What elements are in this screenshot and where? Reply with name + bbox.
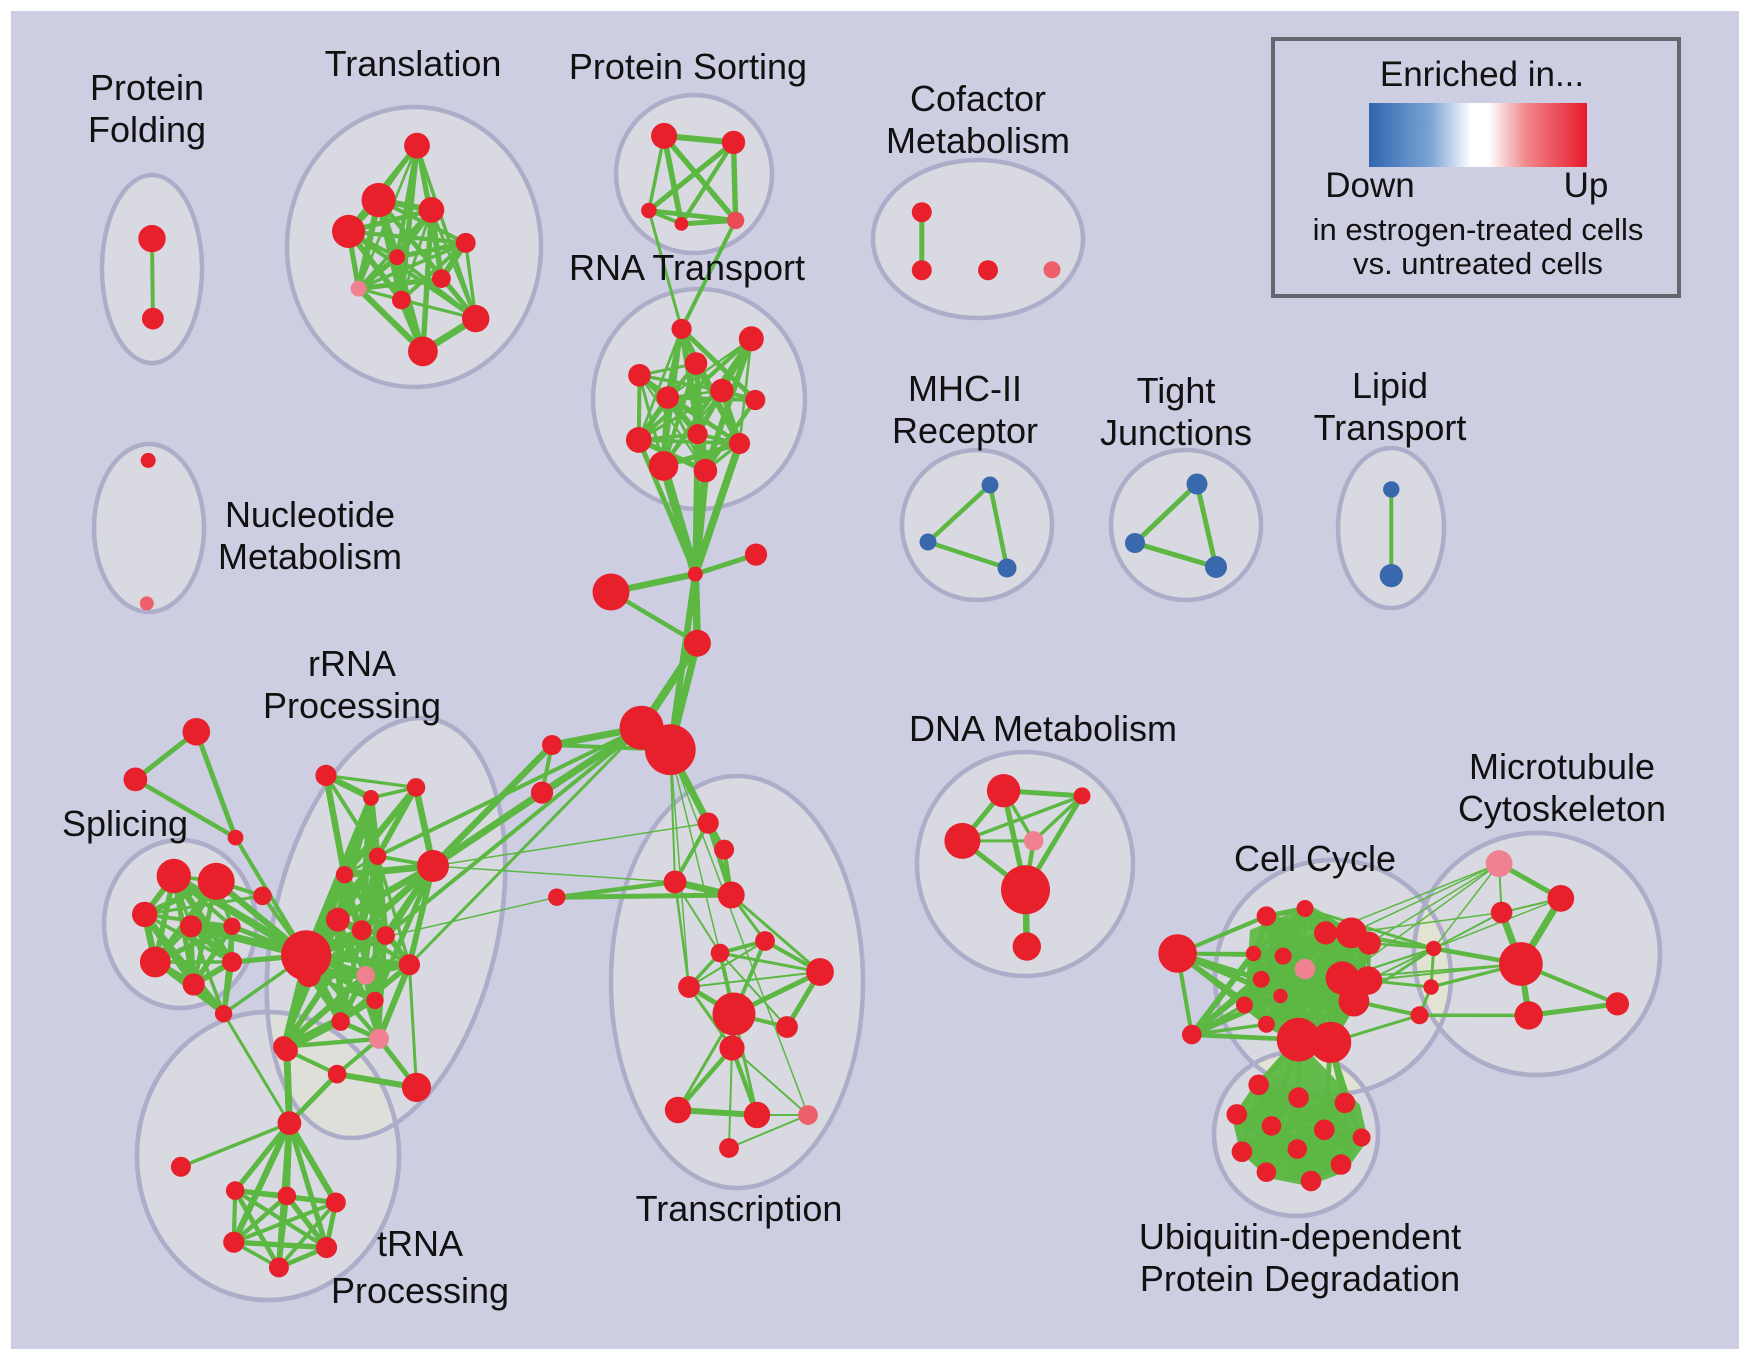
svg-text:Down: Down <box>1325 166 1414 205</box>
svg-text:Metabolism: Metabolism <box>886 120 1070 161</box>
svg-text:Junctions: Junctions <box>1100 412 1252 453</box>
svg-text:Processing: Processing <box>263 685 441 726</box>
svg-text:in estrogen-treated cells: in estrogen-treated cells <box>1313 212 1644 247</box>
svg-text:DNA Metabolism: DNA Metabolism <box>909 708 1177 749</box>
svg-text:Cofactor: Cofactor <box>910 78 1046 119</box>
svg-text:Protein Degradation: Protein Degradation <box>1140 1258 1460 1299</box>
svg-text:Cell Cycle: Cell Cycle <box>1234 838 1396 879</box>
svg-text:Up: Up <box>1564 166 1609 205</box>
svg-text:Lipid: Lipid <box>1352 365 1428 406</box>
svg-text:Metabolism: Metabolism <box>218 536 402 577</box>
svg-text:Enriched in...: Enriched in... <box>1380 55 1584 94</box>
svg-text:Ubiquitin-dependent: Ubiquitin-dependent <box>1139 1216 1461 1257</box>
svg-text:Tight: Tight <box>1137 370 1216 411</box>
svg-text:Processing: Processing <box>331 1270 509 1311</box>
svg-text:Transport: Transport <box>1314 407 1467 448</box>
svg-text:Folding: Folding <box>88 109 206 150</box>
svg-text:RNA Transport: RNA Transport <box>569 247 805 288</box>
svg-text:tRNA: tRNA <box>377 1223 463 1264</box>
svg-text:Protein: Protein <box>90 67 204 108</box>
svg-text:Cytoskeleton: Cytoskeleton <box>1458 788 1666 829</box>
svg-text:Receptor: Receptor <box>892 410 1038 451</box>
svg-text:MHC-II: MHC-II <box>908 368 1022 409</box>
svg-text:Nucleotide: Nucleotide <box>225 494 395 535</box>
svg-text:vs. untreated cells: vs. untreated cells <box>1353 246 1603 281</box>
svg-text:Translation: Translation <box>325 43 502 84</box>
svg-text:Transcription: Transcription <box>636 1188 843 1229</box>
svg-text:Microtubule: Microtubule <box>1469 746 1655 787</box>
svg-text:Protein Sorting: Protein Sorting <box>569 46 807 87</box>
svg-text:rRNA: rRNA <box>308 643 396 684</box>
svg-text:Splicing: Splicing <box>62 803 188 844</box>
